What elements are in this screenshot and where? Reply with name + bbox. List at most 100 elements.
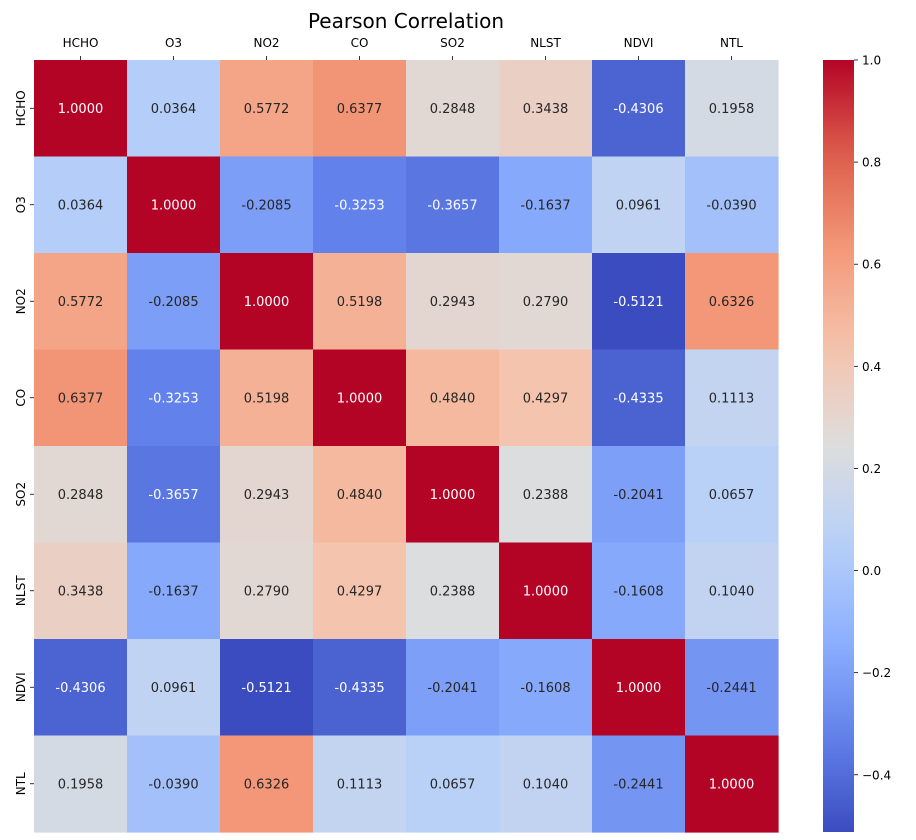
cell-value-label: 1.0000 <box>151 198 197 213</box>
cell-value-label: -0.3253 <box>334 198 384 213</box>
cell-value-label: 0.4297 <box>337 584 383 599</box>
cell-value-label: 0.1958 <box>58 777 104 792</box>
heatmap-cell <box>220 156 314 254</box>
cell-value-label: 0.4840 <box>430 391 476 406</box>
cell-value-label: 0.0364 <box>151 102 197 117</box>
heatmap-cell <box>127 253 221 351</box>
cell-value-label: 0.1958 <box>709 102 755 117</box>
heatmap-cell <box>499 156 593 254</box>
heatmap-cell <box>592 253 686 351</box>
heatmap-cell <box>220 446 314 544</box>
cell-value-label: 0.1040 <box>709 584 755 599</box>
heatmap-cell <box>499 735 593 833</box>
heatmap-cell <box>685 349 779 447</box>
heatmap-cell <box>592 542 686 640</box>
colorbar-tick-label: 0.8 <box>862 156 881 170</box>
heatmap-cell <box>406 60 500 158</box>
heatmap-cell <box>127 639 221 737</box>
heatmap-cell <box>685 156 779 254</box>
cell-value-label: 0.2388 <box>430 584 476 599</box>
heatmap-cells: 1.0000 0.0364 0.5772 0.6377 0.2848 0.3438 -0.4… <box>34 60 779 833</box>
cell-value-label: -0.0390 <box>148 777 198 792</box>
heatmap-cell <box>499 60 593 158</box>
cell-value-label: 0.3438 <box>58 584 104 599</box>
heatmap-cell <box>220 253 314 351</box>
heatmap-cell <box>592 639 686 737</box>
x-tick-label: NO2 <box>253 36 279 50</box>
cell-value-label: -0.4335 <box>334 681 384 696</box>
heatmap-cell <box>127 156 221 254</box>
heatmap-cell <box>499 542 593 640</box>
y-tick-label: HCHO <box>14 90 28 126</box>
cell-value-label: 0.2943 <box>244 488 290 503</box>
colorbar-tick-label: 1.0 <box>862 54 881 68</box>
y-tick-label: NO2 <box>14 288 28 314</box>
cell-value-label: -0.1637 <box>520 198 570 213</box>
cell-value-label: 1.0000 <box>616 681 662 696</box>
cell-value-label: 0.2790 <box>244 584 290 599</box>
cell-value-label: -0.3657 <box>148 488 198 503</box>
cell-value-label: 0.4297 <box>523 391 569 406</box>
cell-value-label: 0.0961 <box>616 198 662 213</box>
heatmap-cell <box>220 542 314 640</box>
cell-value-label: -0.4306 <box>613 102 663 117</box>
heatmap-cell <box>34 60 128 158</box>
cell-value-label: 1.0000 <box>523 584 569 599</box>
heatmap-cell <box>127 735 221 833</box>
cell-value-label: 1.0000 <box>337 391 383 406</box>
cell-value-label: 0.0657 <box>430 777 476 792</box>
heatmap-cell <box>313 253 407 351</box>
x-tick-label: HCHO <box>63 36 99 50</box>
chart-title: Pearson Correlation <box>308 9 504 33</box>
heatmap-cell <box>592 156 686 254</box>
heatmap-cell <box>592 349 686 447</box>
heatmap-cell <box>685 735 779 833</box>
heatmap-cell <box>313 542 407 640</box>
heatmap-cell <box>220 60 314 158</box>
heatmap-cell <box>685 446 779 544</box>
cell-value-label: 0.6326 <box>244 777 290 792</box>
cell-value-label: 0.1113 <box>709 391 755 406</box>
x-tick-label: O3 <box>165 36 182 50</box>
cell-value-label: 0.0657 <box>709 488 755 503</box>
colorbar-tick-label: −0.2 <box>862 666 891 680</box>
heatmap-cell <box>313 349 407 447</box>
heatmap-cell <box>313 156 407 254</box>
cell-value-label: -0.5121 <box>613 295 663 310</box>
cell-value-label: 0.5772 <box>244 102 290 117</box>
y-axis-ticks: HCHO O3 NO2 CO SO2 NLST NDVI NTL <box>14 90 34 795</box>
heatmap-cell <box>685 60 779 158</box>
heatmap-cell <box>313 639 407 737</box>
cell-value-label: 0.1040 <box>523 777 569 792</box>
colorbar-tick-label: 0.6 <box>862 258 881 272</box>
cell-value-label: -0.3253 <box>148 391 198 406</box>
heatmap-cell <box>592 735 686 833</box>
colorbar-tick-label: 0.2 <box>862 462 881 476</box>
cell-value-label: 0.2388 <box>523 488 569 503</box>
heatmap-cell <box>685 253 779 351</box>
cell-value-label: 0.5772 <box>58 295 104 310</box>
cell-value-label: 0.6377 <box>58 391 104 406</box>
heatmap-cell <box>406 446 500 544</box>
cell-value-label: -0.4335 <box>613 391 663 406</box>
heatmap-cell <box>685 639 779 737</box>
cell-value-label: -0.2441 <box>613 777 663 792</box>
cell-value-label: 0.2848 <box>58 488 104 503</box>
cell-value-label: 0.3438 <box>523 102 569 117</box>
heatmap-cell <box>499 253 593 351</box>
heatmap-cell <box>499 639 593 737</box>
heatmap-cell <box>406 253 500 351</box>
x-tick-label: NTL <box>720 36 743 50</box>
y-tick-label: O3 <box>14 196 28 213</box>
cell-value-label: 0.2790 <box>523 295 569 310</box>
heatmap-cell <box>406 542 500 640</box>
y-tick-label: NTL <box>14 772 28 795</box>
heatmap-cell <box>34 446 128 544</box>
heatmap-cell <box>220 639 314 737</box>
cell-value-label: -0.1608 <box>613 584 663 599</box>
heatmap-cell <box>313 60 407 158</box>
heatmap-cell <box>406 639 500 737</box>
cell-value-label: 0.6326 <box>709 295 755 310</box>
y-tick-label: CO <box>14 389 28 407</box>
